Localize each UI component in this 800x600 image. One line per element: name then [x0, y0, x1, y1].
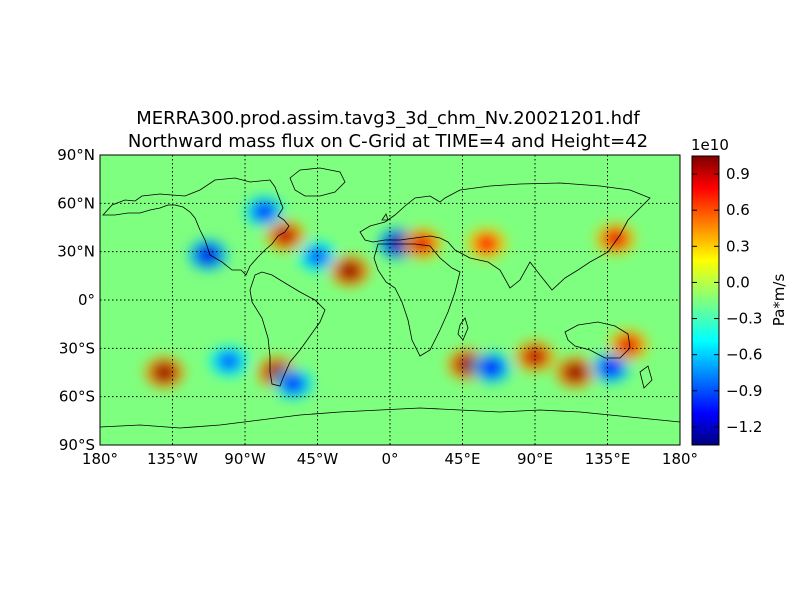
field-feature-core [252, 201, 277, 222]
field-feature-core [273, 225, 298, 246]
colorbar-tick-label: 0.0 [726, 273, 750, 291]
field-feature-core [563, 362, 588, 383]
field-feature-core [216, 351, 241, 372]
field-feature-core [410, 233, 435, 254]
longitude-label: 0° [381, 450, 398, 468]
latitude-tick-labels: 90°N 60°N 30°N 0° 30°S 60°S 90°S [57, 146, 95, 454]
coastlines [100, 167, 680, 429]
colorbar-tick-label: −0.6 [726, 346, 762, 364]
field-feature-core [616, 335, 641, 356]
colorbar-tick-label: 0.6 [726, 201, 750, 219]
field-feature-core [474, 233, 499, 254]
field-feature-core [598, 357, 623, 378]
map-frame [99, 154, 681, 446]
field-feature-core [281, 373, 306, 394]
longitude-label: 180° [662, 450, 698, 468]
longitude-label: 45°E [444, 450, 480, 468]
latitude-label: 30°S [59, 339, 95, 357]
field-feature-core [603, 228, 628, 249]
colorbar-scale-label: 1e10 [691, 136, 729, 154]
longitude-label: 135°W [147, 450, 198, 468]
colorbar-tick-label: −0.9 [726, 382, 762, 400]
colorbar-tick-label: −0.3 [726, 310, 762, 328]
latitude-label: 0° [78, 291, 95, 309]
field-feature-core [479, 357, 504, 378]
longitude-label: 90°W [224, 450, 266, 468]
graticule [100, 155, 680, 445]
longitude-label: 90°E [517, 450, 553, 468]
field-feature-core [195, 244, 220, 265]
colorbar-ticks: 0.9 0.6 0.3 0.0 −0.3 −0.6 −0.9 −1.2 [692, 165, 762, 436]
colorbar-tick-label: 0.9 [726, 165, 750, 183]
latitude-label: 30°N [57, 243, 95, 261]
field-feature-core [152, 362, 177, 383]
title-line-2: Northward mass flux on C-Grid at TIME=4 … [127, 131, 649, 152]
longitude-tick-labels: 180° 135°W 90°W 45°W 0° 45°E 90°E 135°E 180° [82, 450, 698, 468]
longitude-label: 180° [82, 450, 118, 468]
colorbar-tick-label: −1.2 [726, 418, 762, 436]
colorbar-unit-label: Pa*m/s [770, 274, 788, 327]
title-line-1: MERRA300.prod.assim.tavg3_3d_chm_Nv.2002… [136, 108, 640, 129]
latitude-label: 90°N [57, 146, 95, 164]
colorbar-tick-label: 0.3 [726, 237, 750, 255]
latitude-label: 60°S [59, 388, 95, 406]
latitude-label: 90°S [59, 436, 95, 454]
longitude-label: 135°E [585, 450, 631, 468]
field-feature-core [337, 261, 362, 281]
longitude-label: 45°W [297, 450, 339, 468]
latitude-label: 60°N [57, 194, 95, 212]
colorbar [691, 155, 720, 446]
